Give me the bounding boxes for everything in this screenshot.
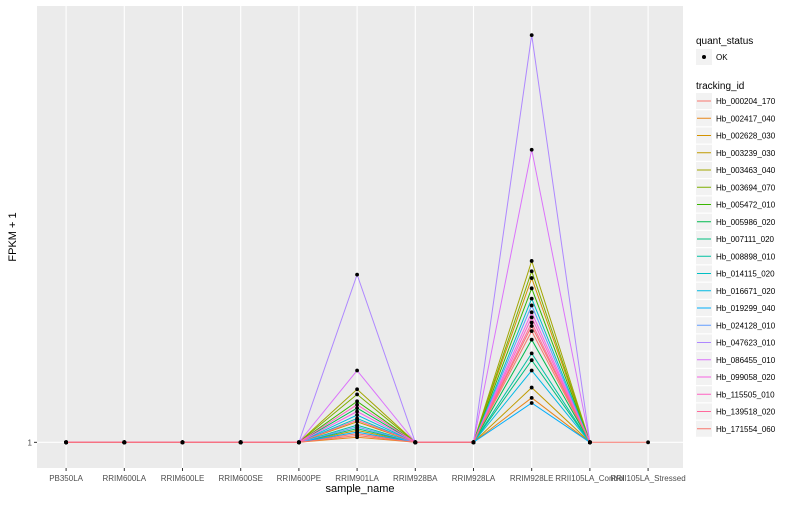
panel-background: [37, 6, 683, 468]
x-tick-label: RRIM600PE: [277, 474, 321, 483]
data-point: [355, 418, 359, 422]
legend-label: Hb_016671_020: [716, 287, 776, 296]
x-tick-label: RRIM600LE: [161, 474, 205, 483]
legend-label: Hb_047623_010: [716, 339, 776, 348]
legend-tracking-items: Hb_000204_170 Hb_002417_040 Hb_002628_030 H…: [696, 93, 776, 437]
x-tick-label: RRIM901LA: [335, 474, 379, 483]
legend-label: Hb_099058_020: [716, 373, 776, 382]
x-tick-label: PB350LA: [49, 474, 83, 483]
data-point: [64, 440, 68, 445]
x-tick-label: RRIM600LA: [103, 474, 147, 483]
legend-label: Hb_005472_010: [716, 201, 776, 210]
y-tick-label: 1: [28, 438, 33, 447]
data-point: [529, 358, 534, 363]
data-point: [529, 368, 534, 373]
x-tick-label: RRIM600SE: [218, 474, 262, 483]
data-point: [529, 147, 534, 152]
data-point: [529, 269, 534, 274]
data-point: [529, 315, 534, 320]
x-tick-label: RRIM928LE: [510, 474, 554, 483]
data-point: [355, 399, 359, 404]
data-point: [529, 324, 534, 328]
data-point: [180, 440, 185, 445]
data-point: [238, 440, 243, 445]
data-point: [355, 368, 359, 373]
y-axis-title: FPKM + 1: [7, 212, 19, 261]
x-tick-label: RRIM928BA: [393, 474, 438, 483]
data-point: [355, 392, 359, 397]
legend-label: Hb_002417_040: [716, 114, 776, 123]
data-point: [529, 385, 534, 390]
legend-label: Hb_000204_170: [716, 97, 776, 106]
x-tick-label: RRII105LA_Control: [555, 474, 625, 483]
data-point: [355, 272, 359, 277]
data-point: [529, 296, 534, 301]
data-point: [529, 401, 534, 405]
data-point: [529, 351, 534, 356]
legend-label: Hb_014115_020: [716, 270, 775, 279]
legend-label: Hb_002628_030: [716, 132, 776, 141]
data-point: [122, 440, 127, 445]
legend-label: OK: [716, 53, 728, 62]
data-point: [355, 413, 359, 417]
legend-label: Hb_003463_040: [716, 166, 776, 175]
legend-label: Hb_171554_060: [716, 425, 776, 434]
legend-label: Hb_003239_030: [716, 149, 776, 158]
data-point: [529, 320, 534, 325]
legend-label: Hb_086455_010: [716, 356, 776, 365]
data-point: [355, 430, 359, 434]
data-point: [355, 387, 359, 392]
legend: quant_status OK tracking_id Hb_000204_17…: [696, 36, 776, 437]
legend-label: Hb_007111_020: [716, 235, 775, 244]
legend-label: Hb_008898_010: [716, 252, 776, 261]
data-point: [355, 433, 359, 438]
x-axis-title: sample_name: [325, 483, 394, 495]
x-tick-label: RRIM928LA: [452, 474, 496, 483]
data-point: [529, 276, 534, 280]
y-axis: 1: [28, 438, 37, 447]
legend-tracking-title: tracking_id: [696, 81, 744, 92]
legend-label: Hb_019299_040: [716, 304, 776, 313]
data-point: [529, 310, 534, 315]
data-point: [529, 395, 534, 400]
legend-quant-status-items: OK: [696, 49, 728, 65]
data-point: [587, 440, 592, 445]
legend-quant-status-title: quant_status: [696, 36, 753, 47]
data-point: [529, 259, 534, 263]
legend-label: Hb_139518_020: [716, 408, 776, 417]
data-point: [355, 406, 359, 411]
x-axis: PB350LA RRIM600LA RRIM600LE RRIM600SE RRIM60…: [49, 468, 686, 483]
data-points: [64, 33, 650, 445]
data-point: [529, 303, 534, 308]
data-point: [529, 337, 534, 342]
series-lines: [66, 35, 649, 443]
data-point: [529, 329, 534, 334]
data-point: [646, 440, 650, 445]
data-point: [529, 286, 534, 291]
legend-label: Hb_005986_020: [716, 218, 776, 227]
data-point: [296, 440, 301, 445]
legend-label: Hb_003694_070: [716, 183, 776, 192]
data-point: [355, 402, 359, 407]
legend-label: Hb_024128_010: [716, 321, 776, 330]
legend-point-swatch: [702, 55, 706, 59]
data-point: [529, 33, 534, 37]
data-point: [413, 440, 418, 445]
data-point: [355, 409, 359, 414]
data-point: [355, 425, 359, 429]
legend-label: Hb_115505_010: [716, 390, 775, 399]
x-tick-label: RRII105LA_Stressed: [611, 474, 686, 483]
data-point: [471, 440, 476, 445]
